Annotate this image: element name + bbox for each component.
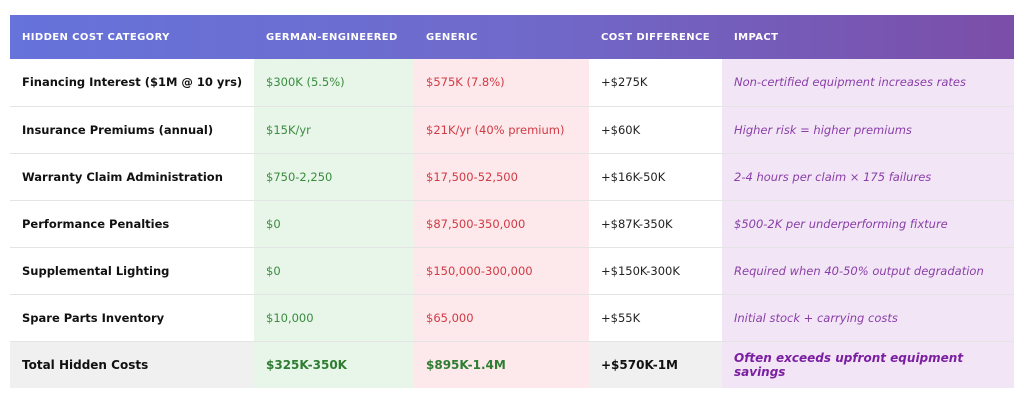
total-generic: $895K-1.4M: [414, 341, 589, 388]
cell-category: Warranty Claim Administration: [22, 169, 223, 184]
cell-german: $0: [254, 200, 414, 247]
cell-difference: +$55K: [601, 310, 641, 325]
hidden-costs-table: HIDDEN COST CATEGORY GERMAN-ENGINEERED G…: [10, 15, 1014, 388]
header-difference: COST DIFFERENCE: [601, 31, 710, 43]
cell-german: $10,000: [254, 294, 414, 341]
hidden-costs-table-container: HIDDEN COST CATEGORY GERMAN-ENGINEERED G…: [10, 15, 1014, 388]
cell-generic: $17,500-52,500: [414, 153, 589, 200]
cell-category: Financing Interest ($1M @ 10 yrs): [22, 75, 243, 90]
table-header-row: HIDDEN COST CATEGORY GERMAN-ENGINEERED G…: [10, 15, 1014, 59]
table-row: Warranty Claim Administration $750-2,250…: [10, 153, 1014, 200]
header-category: HIDDEN COST CATEGORY: [22, 31, 170, 43]
total-impact: Often exceeds upfront equipment savings: [722, 341, 1014, 388]
header-generic: GENERIC: [426, 31, 478, 43]
table-row: Insurance Premiums (annual) $15K/yr $21K…: [10, 106, 1014, 153]
header-impact: IMPACT: [734, 31, 779, 43]
cell-difference: +$60K: [601, 122, 641, 137]
cell-generic: $21K/yr (40% premium): [414, 106, 589, 153]
cell-generic: $575K (7.8%): [414, 59, 589, 106]
table-row: Spare Parts Inventory $10,000 $65,000 +$…: [10, 294, 1014, 341]
cell-difference: +$16K-50K: [601, 169, 666, 184]
total-german: $325K-350K: [254, 341, 414, 388]
table-row: Performance Penalties $0 $87,500-350,000…: [10, 200, 1014, 247]
cell-category: Performance Penalties: [22, 216, 170, 231]
total-difference: +$570K-1M: [601, 357, 678, 372]
table-row: Financing Interest ($1M @ 10 yrs) $300K …: [10, 59, 1014, 106]
cell-generic: $65,000: [414, 294, 589, 341]
table-row: Supplemental Lighting $0 $150,000-300,00…: [10, 247, 1014, 294]
cell-category: Supplemental Lighting: [22, 263, 170, 278]
cell-impact: Non-certified equipment increases rates: [722, 59, 1014, 106]
cell-category: Insurance Premiums (annual): [22, 122, 214, 137]
cell-impact: Required when 40-50% output degradation: [722, 247, 1014, 294]
cell-impact: $500-2K per underperforming fixture: [722, 200, 1014, 247]
total-row: Total Hidden Costs $325K-350K $895K-1.4M…: [10, 341, 1014, 388]
total-category: Total Hidden Costs: [22, 357, 149, 372]
cell-generic: $150,000-300,000: [414, 247, 589, 294]
cell-german: $750-2,250: [254, 153, 414, 200]
cell-impact: Higher risk = higher premiums: [722, 106, 1014, 153]
cell-impact: 2-4 hours per claim × 175 failures: [722, 153, 1014, 200]
cell-german: $15K/yr: [254, 106, 414, 153]
cell-german: $300K (5.5%): [254, 59, 414, 106]
cell-difference: +$87K-350K: [601, 216, 673, 231]
cell-impact: Initial stock + carrying costs: [722, 294, 1014, 341]
cell-generic: $87,500-350,000: [414, 200, 589, 247]
cell-category: Spare Parts Inventory: [22, 310, 165, 325]
cell-difference: +$275K: [601, 75, 648, 90]
cell-german: $0: [254, 247, 414, 294]
header-german: GERMAN-ENGINEERED: [266, 31, 398, 43]
cell-difference: +$150K-300K: [601, 263, 680, 278]
